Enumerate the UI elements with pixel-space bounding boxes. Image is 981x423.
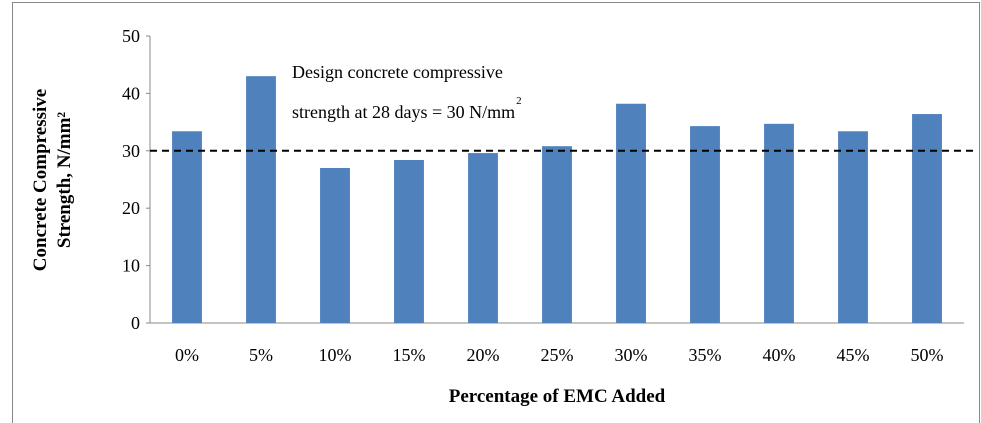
y-tick-label: 20: [122, 198, 140, 218]
bar: [468, 153, 498, 323]
y-tick-label: 50: [122, 26, 140, 46]
bar: [246, 76, 276, 324]
y-tick-label: 40: [122, 83, 140, 103]
bar: [542, 146, 572, 323]
y-tick-label: 0: [131, 313, 140, 333]
annotation-line: Design concrete compressive: [292, 62, 503, 82]
y-axis-label-line: Concrete Compressive: [30, 89, 51, 271]
x-tick-label: 40%: [763, 345, 796, 365]
chart-frame: [12, 2, 980, 423]
y-axis-label-line: Strength, N/mm²: [54, 112, 75, 249]
bar: [764, 123, 794, 324]
x-tick-label: 45%: [837, 345, 870, 365]
bar: [838, 131, 868, 323]
bar: [912, 114, 942, 324]
x-tick-label: 30%: [615, 345, 648, 365]
x-tick-label: 25%: [541, 345, 574, 365]
x-tick-label: 5%: [249, 345, 273, 365]
x-tick-label: 10%: [319, 345, 352, 365]
x-axis-label: Percentage of EMC Added: [449, 386, 666, 407]
y-axis-label: Concrete Compressive Strength, N/mm²: [30, 89, 75, 271]
x-tick-label: 50%: [911, 345, 944, 365]
x-tick-label: 15%: [393, 345, 426, 365]
bar: [616, 103, 646, 324]
x-tick-label: 20%: [467, 345, 500, 365]
bar: [172, 131, 202, 323]
y-tick-label: 30: [122, 141, 140, 161]
annotation-line: strength at 28 days = 30 N/mm: [292, 102, 515, 122]
annotation-superscript: 2: [516, 95, 522, 107]
bar: [690, 126, 720, 323]
bar: [394, 159, 424, 323]
x-tick-label: 0%: [175, 345, 199, 365]
x-tick-label: 35%: [689, 345, 722, 365]
y-tick-label: 10: [122, 256, 140, 276]
bar: [320, 168, 350, 323]
